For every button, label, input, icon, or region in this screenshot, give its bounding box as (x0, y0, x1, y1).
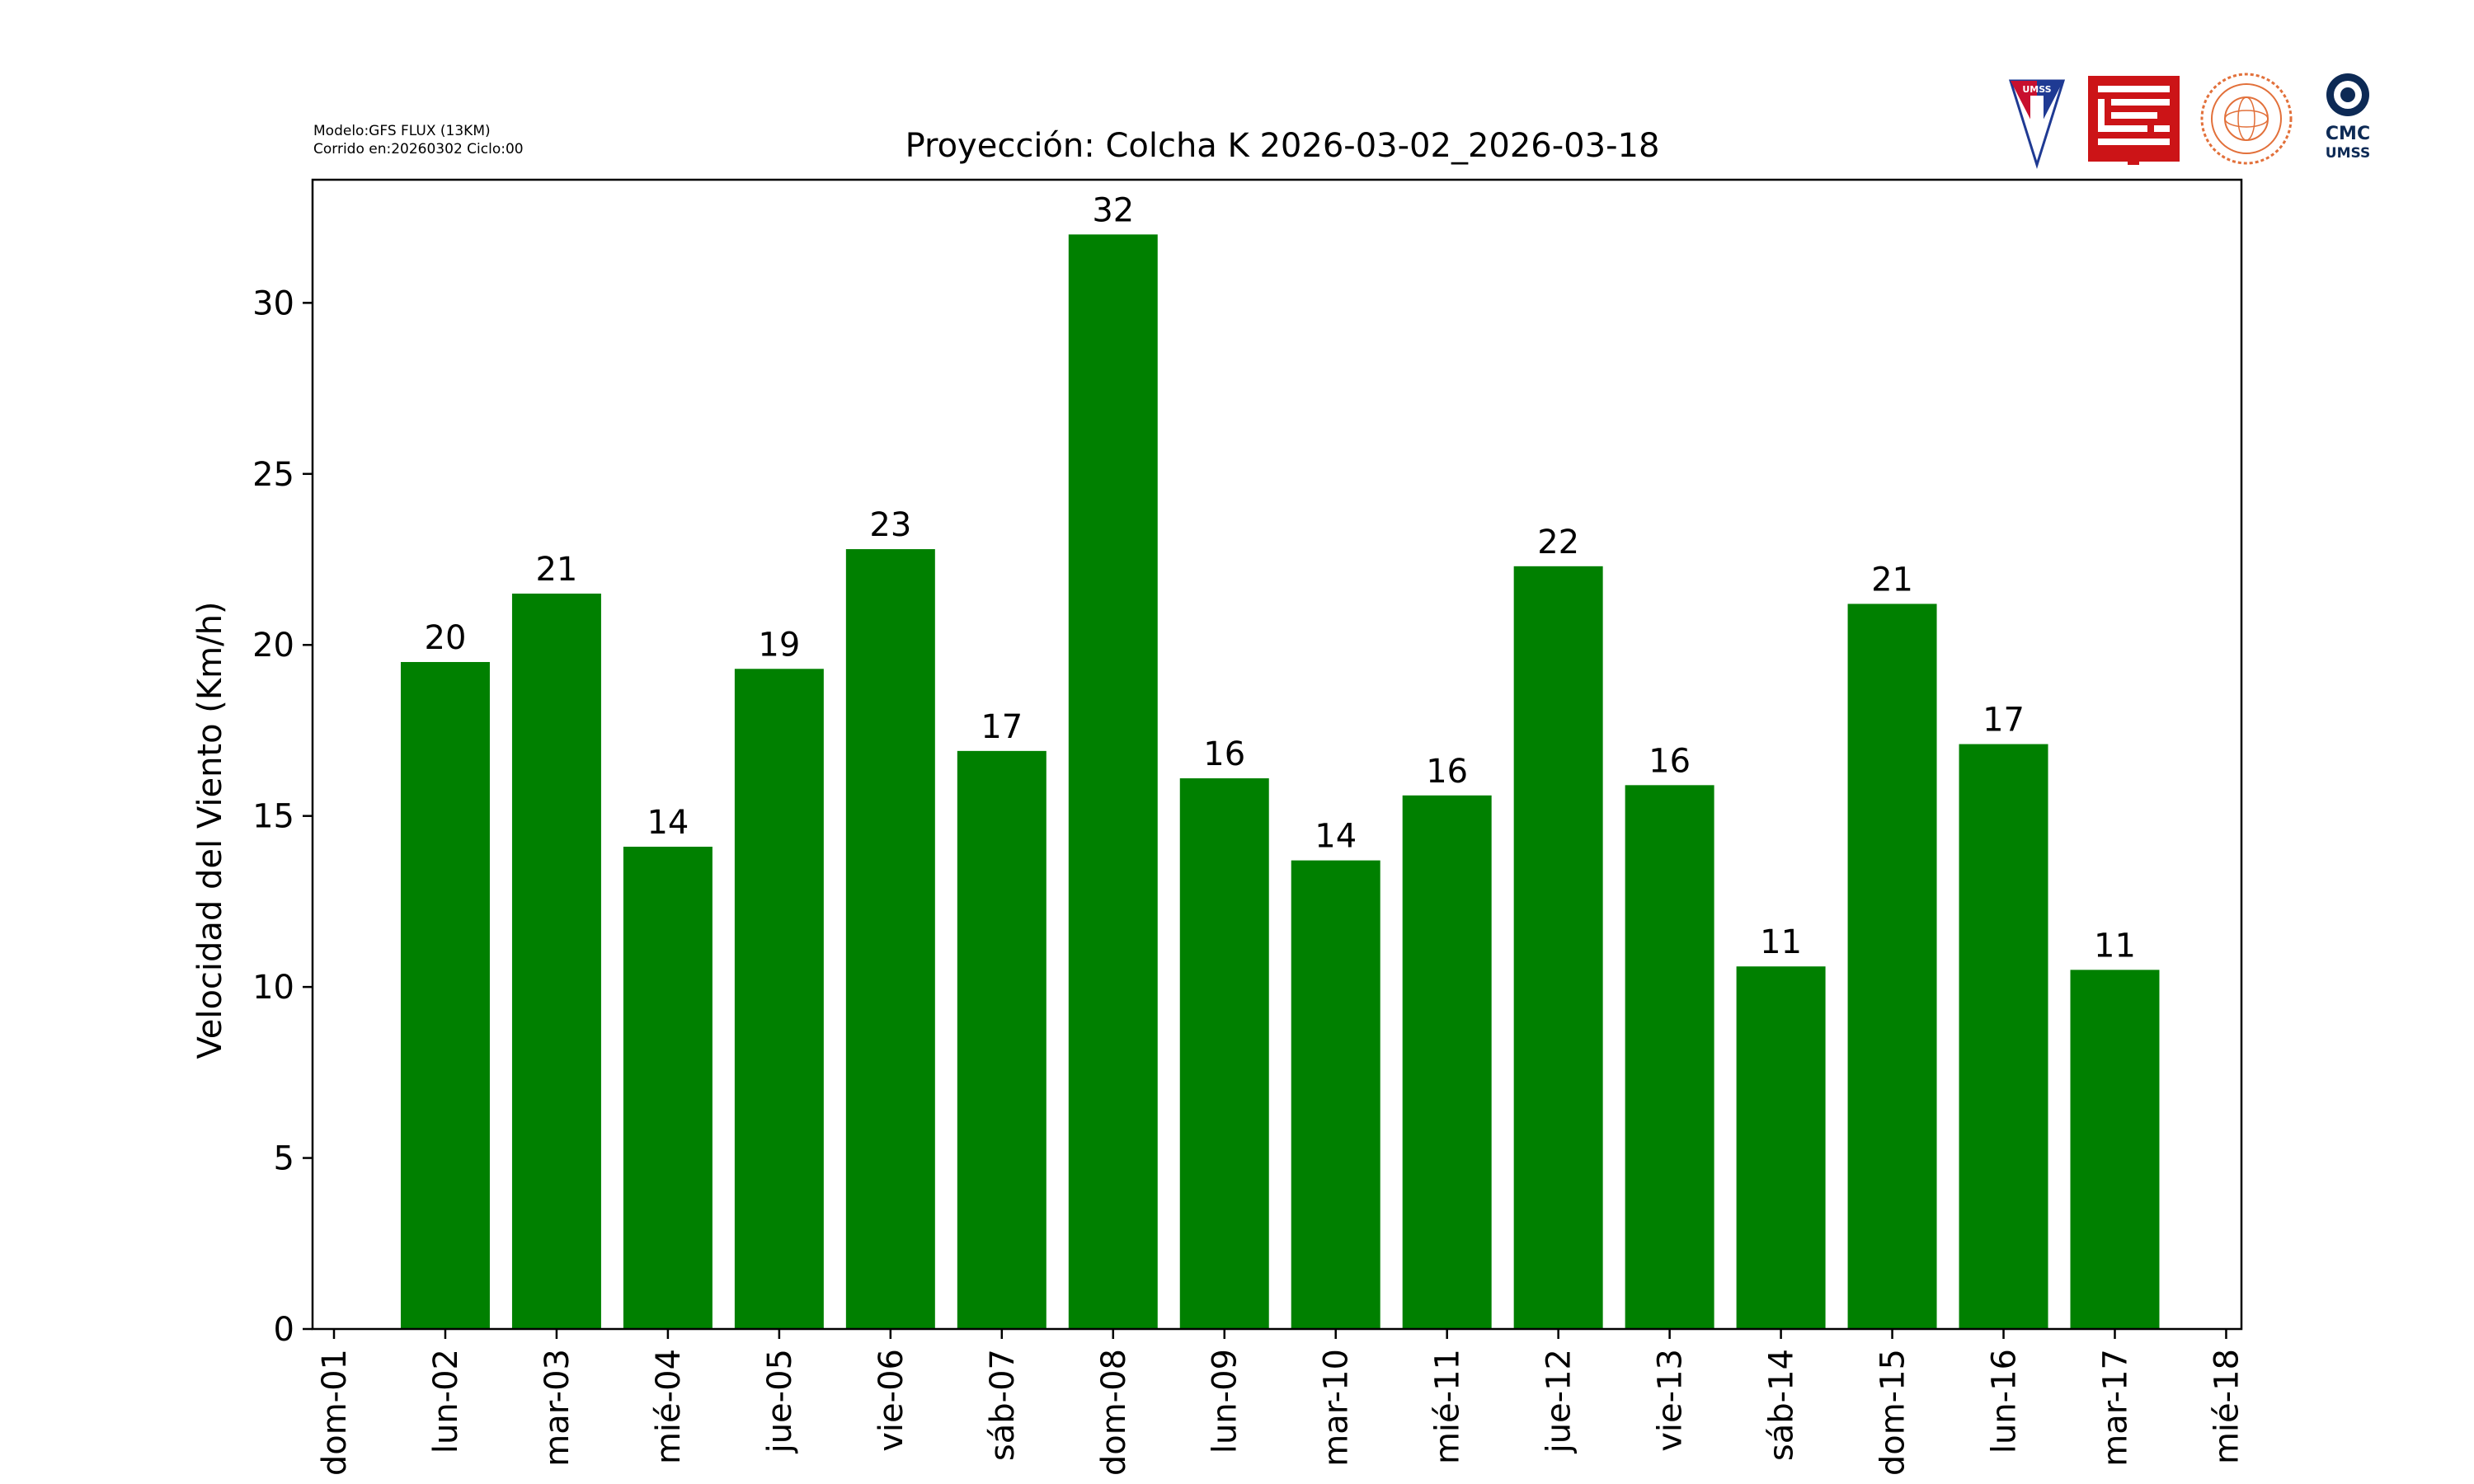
y-tick-label: 5 (274, 1140, 294, 1178)
bar-dom-08 (1068, 234, 1158, 1329)
x-tick-label: mar-03 (539, 1349, 576, 1467)
bar-label-dom-15: 21 (1871, 561, 1913, 599)
cmc-sub-text: UMSS (2326, 145, 2370, 162)
bar-mar-10 (1291, 860, 1380, 1329)
y-tick-label: 0 (274, 1311, 294, 1349)
bar-mié-04 (623, 847, 713, 1329)
cmc-umss-logo: CMC UMSS (2326, 73, 2370, 162)
y-tick-label: 20 (252, 627, 294, 665)
x-axis: dom-01 lun-02 mar-03 mié-04 jue-05 vie-06 sáb-… (316, 1329, 2246, 1476)
y-tick-label: 15 (252, 798, 294, 836)
x-tick-label: vie-13 (1652, 1349, 1690, 1452)
bars-group (400, 234, 2160, 1329)
bar-label-mar-03: 21 (535, 551, 577, 589)
bar-label-mié-04: 14 (647, 804, 689, 842)
bar-sáb-07 (957, 750, 1047, 1329)
bar-lun-09 (1179, 778, 1269, 1329)
x-tick-label: sáb-14 (1763, 1349, 1801, 1461)
y-axis: 0 5 10 15 20 25 30 (252, 284, 313, 1349)
y-tick-label: 10 (252, 969, 294, 1007)
y-axis-label: Velocidad del Viento (Km/h) (191, 601, 229, 1059)
bar-dom-15 (1847, 603, 1937, 1329)
x-tick-label: mié-04 (650, 1349, 688, 1464)
bar-label-mar-17: 11 (2094, 927, 2136, 965)
umss-shield-text: UMSS (2022, 84, 2051, 95)
y-tick-label: 30 (252, 284, 294, 322)
bar-jue-12 (1513, 566, 1603, 1329)
bar-mar-17 (2070, 970, 2160, 1329)
bar-vie-06 (845, 549, 935, 1329)
bar-label-lun-16: 17 (1982, 702, 2025, 740)
bar-lun-02 (400, 661, 490, 1329)
x-tick-label: lun-09 (1206, 1349, 1244, 1453)
bar-vie-13 (1625, 785, 1714, 1329)
bar-label-lun-09: 16 (1203, 735, 1245, 773)
bar-mié-11 (1402, 795, 1492, 1329)
x-tick-label: vie-06 (872, 1349, 910, 1452)
x-tick-label: mar-17 (2096, 1349, 2134, 1467)
y-tick-label: 25 (252, 456, 294, 494)
bar-label-jue-05: 19 (758, 626, 800, 664)
x-tick-label: dom-01 (316, 1349, 354, 1476)
cmc-text: CMC (2326, 124, 2370, 144)
bar-label-vie-13: 16 (1649, 742, 1691, 780)
bar-label-lun-02: 20 (425, 619, 467, 657)
chart-title: Proyección: Colcha K 2026-03-02_2026-03-… (905, 127, 1660, 165)
bar-label-jue-12: 22 (1537, 524, 1579, 561)
x-tick-label: lun-02 (427, 1349, 465, 1453)
bar-jue-05 (734, 669, 824, 1329)
x-tick-label: dom-15 (1874, 1349, 1912, 1476)
x-tick-label: dom-08 (1095, 1349, 1133, 1476)
logo-strip: UMSS CMC UMSS (2004, 70, 2383, 169)
department-seal-logo (2200, 73, 2293, 165)
plot-frame (311, 178, 2243, 1331)
x-tick-label: mié-11 (1429, 1349, 1467, 1464)
x-tick-label: sáb-07 (984, 1349, 1022, 1461)
bar-labels-group: 20 21 14 19 23 17 32 16 14 16 22 16 11 21 17 11 (425, 191, 2136, 965)
bar-label-dom-08: 32 (1092, 191, 1134, 229)
bar-lun-16 (1959, 744, 2048, 1329)
x-tick-label: jue-12 (1540, 1349, 1578, 1453)
fcyt-logo (2088, 76, 2180, 165)
bar-label-mié-11: 16 (1426, 753, 1468, 791)
umss-shield-logo: UMSS (2008, 79, 2066, 169)
x-tick-label: jue-05 (761, 1349, 799, 1453)
bar-mar-03 (511, 594, 601, 1329)
model-info: Modelo:GFS FLUX (13KM) Corrido en:202603… (313, 122, 524, 158)
run-line: Corrido en:20260302 Ciclo:00 (313, 141, 524, 157)
bar-label-vie-06: 23 (869, 506, 911, 544)
x-tick-label: mié-18 (2208, 1349, 2246, 1464)
x-tick-label: lun-16 (1986, 1349, 2024, 1453)
bar-label-mar-10: 14 (1315, 818, 1357, 856)
bar-label-sáb-14: 11 (1760, 923, 1802, 961)
model-line: Modelo:GFS FLUX (13KM) (313, 123, 491, 139)
x-tick-label: mar-10 (1318, 1349, 1356, 1467)
bar-sáb-14 (1736, 966, 1826, 1329)
bar-label-sáb-07: 17 (981, 708, 1023, 746)
